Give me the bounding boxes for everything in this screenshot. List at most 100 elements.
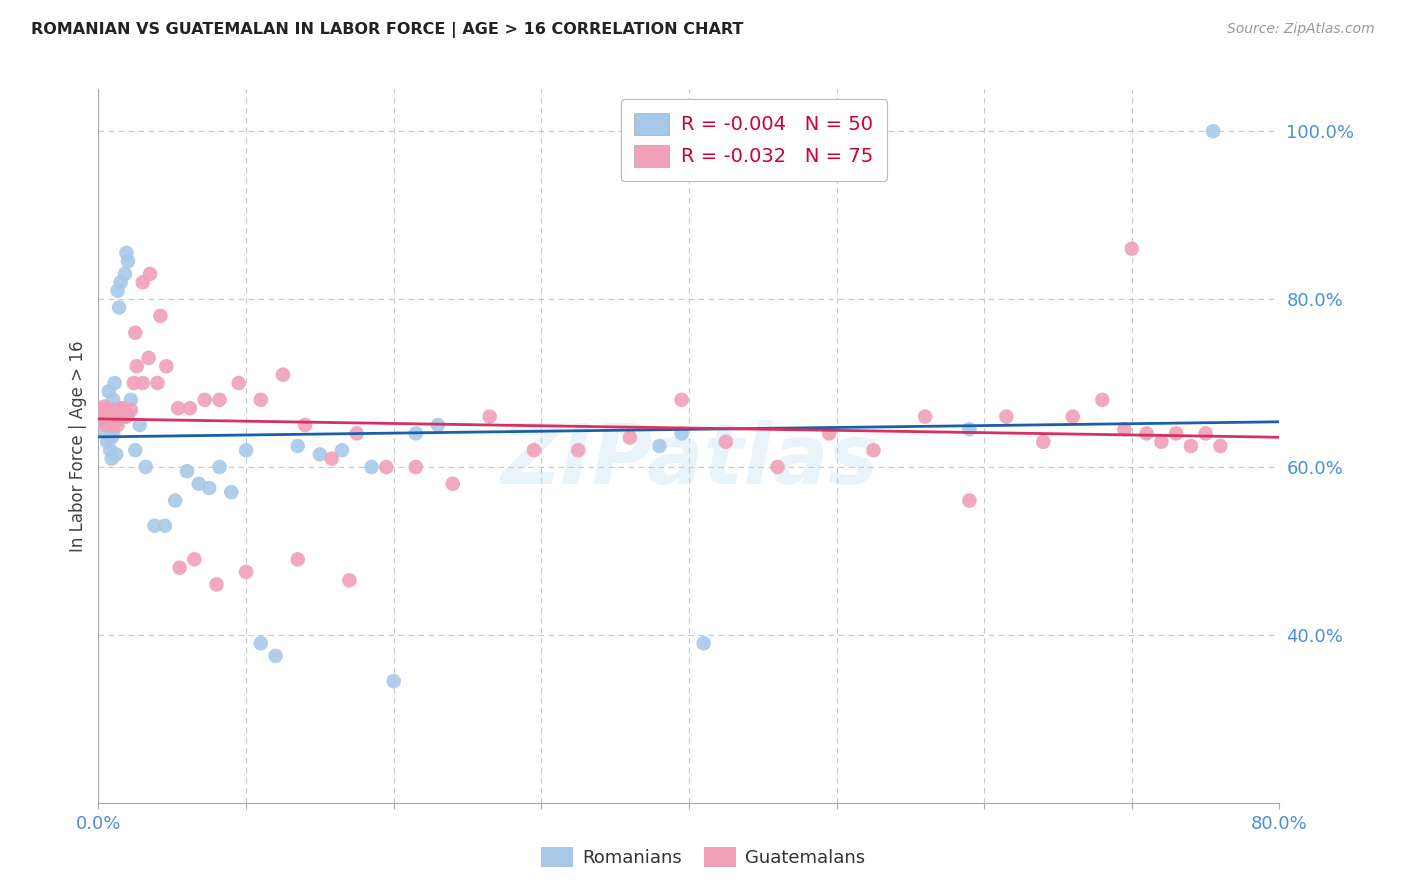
Point [104,376,127,390]
Point [103,417,125,432]
Point [360,460,382,475]
Point [132,376,155,390]
Point [183,552,205,566]
Point [1121,242,1143,256]
Point [375,460,398,475]
Point [862,443,884,458]
Point [339,574,361,588]
Point [198,481,221,495]
Point [1114,422,1136,436]
Text: ZIPatlas: ZIPatlas [501,420,877,500]
Point [115,246,138,260]
Point [97,409,120,424]
Point [105,414,128,428]
Point [294,417,316,432]
Point [187,476,209,491]
Point [714,434,737,449]
Point [176,464,198,478]
Point [1062,409,1084,424]
Point [523,443,546,458]
Point [914,409,936,424]
Point [97,384,120,399]
Point [1202,124,1225,138]
Y-axis label: In Labor Force | Age > 16: In Labor Force | Age > 16 [69,340,87,552]
Point [287,552,309,566]
Point [124,443,146,458]
Point [228,376,250,390]
Point [221,485,243,500]
Point [619,431,641,445]
Point [111,401,134,416]
Point [111,401,134,416]
Point [117,254,139,268]
Point [117,408,139,422]
Legend: R = -0.004   N = 50, R = -0.032   N = 75: R = -0.004 N = 50, R = -0.032 N = 75 [621,99,887,181]
Point [120,392,142,407]
Point [100,451,122,466]
Point [478,409,501,424]
Point [766,460,789,475]
Point [153,518,176,533]
Point [959,422,981,436]
Point [94,426,117,441]
Point [250,636,273,650]
Point [567,443,589,458]
Point [132,275,155,289]
Point [108,409,131,424]
Point [135,460,157,475]
Point [128,417,150,432]
Point [146,376,169,390]
Point [321,451,343,466]
Point [107,417,129,432]
Point [179,401,201,416]
Text: ROMANIAN VS GUATEMALAN IN LABOR FORCE | AGE > 16 CORRELATION CHART: ROMANIAN VS GUATEMALAN IN LABOR FORCE | … [31,22,744,38]
Point [93,417,115,432]
Point [94,417,117,432]
Point [103,426,125,441]
Point [818,426,841,441]
Point [405,460,427,475]
Point [427,417,450,432]
Point [98,405,121,419]
Point [208,460,231,475]
Point [97,401,120,416]
Point [110,405,132,419]
Point [167,401,190,416]
Point [271,368,294,382]
Point [114,267,136,281]
Point [105,414,128,428]
Point [155,359,177,374]
Point [441,476,464,491]
Point [112,403,135,417]
Point [93,400,115,414]
Point [287,439,309,453]
Text: Source: ZipAtlas.com: Source: ZipAtlas.com [1227,22,1375,37]
Point [671,426,693,441]
Point [112,405,135,419]
Point [107,284,129,298]
Point [1032,434,1054,449]
Point [959,493,981,508]
Point [309,447,332,461]
Point [1136,426,1159,441]
Point [250,392,273,407]
Point [143,518,166,533]
Point [1209,439,1232,453]
Point [149,309,172,323]
Point [91,403,114,417]
Point [1195,426,1218,441]
Point [115,409,138,424]
Point [648,439,671,453]
Point [96,434,118,449]
Point [90,405,112,419]
Point [194,392,217,407]
Point [103,403,125,417]
Point [105,447,128,461]
Point [98,443,121,458]
Point [104,409,127,424]
Point [139,267,162,281]
Point [114,409,136,424]
Point [235,443,257,458]
Point [1150,434,1173,449]
Point [91,414,114,428]
